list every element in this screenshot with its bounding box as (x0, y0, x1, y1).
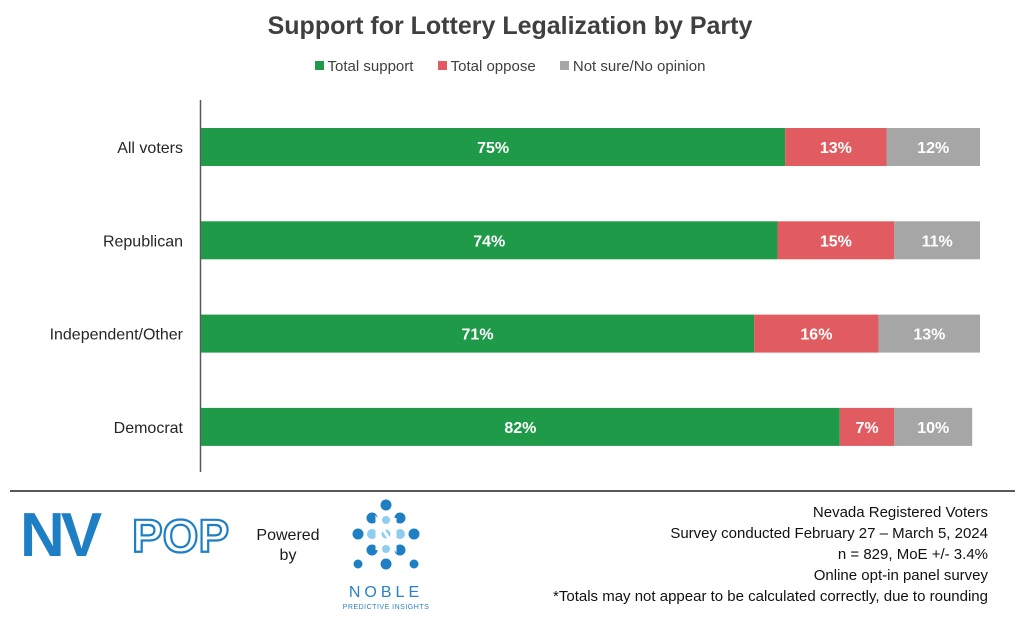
survey-note-population: Nevada Registered Voters (812, 504, 988, 521)
bar-republican-not-sure-no-opinion (894, 221, 980, 260)
powered-by-text: Powered by (256, 527, 320, 564)
bar-democrat-total-support (201, 407, 840, 446)
bar-independent-other-not-sure-no-opinion (878, 314, 980, 353)
survey-note-method: Online opt-in panel survey (813, 567, 988, 584)
legend-label-oppose: Total oppose (450, 58, 536, 75)
bar-all-voters-not-sure-no-opinion (886, 128, 980, 166)
legend-swatch-support (314, 61, 324, 70)
bar-democrat-not-sure-no-opinion (894, 407, 973, 446)
noble-logo-tagline: PREDICTIVE INSIGHTS (342, 604, 430, 611)
bar-value-label-all-voters-total-oppose: 13% (820, 140, 852, 157)
bar-value-label-democrat-not-sure-no-opinion: 10% (917, 420, 949, 437)
bar-all-voters-total-support (201, 128, 786, 166)
bar-value-label-democrat-total-oppose: 7% (855, 420, 878, 437)
bar-value-label-independent-other-total-support: 71% (462, 327, 494, 344)
bar-value-label-republican-total-support: 74% (473, 233, 505, 250)
category-label-all-voters: All voters (117, 140, 183, 157)
legend-swatch-not-sure (559, 61, 569, 70)
legend-item-not-sure: Not sure/No opinion (559, 58, 706, 75)
legend-item-oppose: Total oppose (437, 58, 536, 75)
category-label-democrat: Democrat (114, 420, 184, 437)
survey-note-sample: n = 829, MoE +/- 3.4% (837, 546, 988, 563)
chart-title: Support for Lottery Legalization by Part… (267, 12, 753, 40)
bar-independent-other-total-oppose (754, 314, 879, 353)
noble-logo-name: NOBLE (348, 584, 424, 601)
legend-item-support: Total support (314, 58, 414, 75)
survey-note-rounding: *Totals may not appear to be calculated … (553, 588, 988, 605)
legend-swatch-oppose (437, 61, 447, 70)
chart-legend: Total support Total oppose Not sure/No o… (0, 58, 1020, 75)
bar-value-label-independent-other-total-oppose: 16% (800, 327, 832, 344)
nvpop-logo-nv: NV (20, 502, 102, 562)
bar-value-label-democrat-total-support: 82% (504, 420, 536, 437)
bar-value-label-republican-total-oppose: 15% (820, 233, 852, 250)
bar-value-label-all-voters-not-sure-no-opinion: 12% (917, 140, 949, 157)
category-label-independent-other: Independent/Other (50, 327, 184, 344)
bar-republican-total-oppose (777, 221, 895, 260)
legend-label-not-sure: Not sure/No opinion (572, 58, 706, 75)
bar-democrat-total-oppose (839, 407, 895, 446)
footer-divider (10, 490, 1015, 492)
category-label-republican: Republican (103, 233, 183, 250)
survey-note-dates: Survey conducted February 27 – March 5, … (670, 525, 988, 542)
bar-value-label-republican-not-sure-no-opinion: 11% (922, 233, 953, 250)
bar-all-voters-total-oppose (785, 128, 887, 166)
legend-label-support: Total support (327, 58, 414, 75)
noble-logo-icon (352, 499, 420, 570)
nvpop-logo: NV POP (20, 502, 230, 562)
stacked-bar-chart: All voters 75% 13% 12% Republican 74% 15% 11% In… (50, 100, 980, 472)
bar-republican-total-support (201, 221, 778, 260)
survey-notes: Nevada Registered Voters Survey conducte… (553, 502, 988, 607)
nvpop-logo-pop: POP (132, 510, 229, 562)
bar-value-label-independent-other-not-sure-no-opinion: 13% (913, 327, 945, 344)
bar-value-label-all-voters-total-support: 75% (477, 140, 509, 157)
bar-independent-other-total-support (201, 314, 755, 353)
